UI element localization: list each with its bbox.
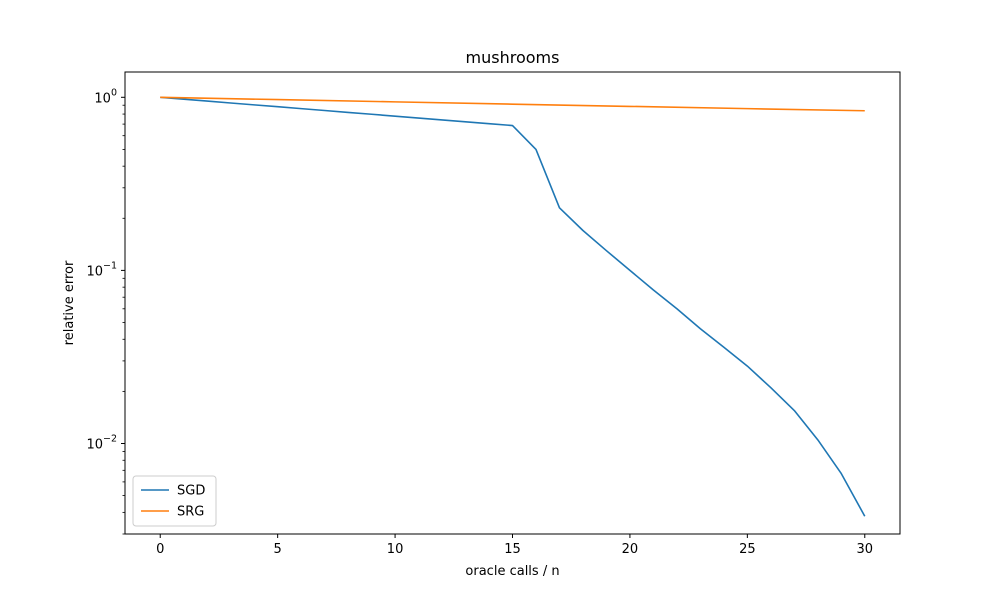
series-line-srg <box>160 96 865 112</box>
x-axis: 0 5 10 15 20 25 30 <box>156 534 873 557</box>
x-tick-label: 20 <box>622 542 639 557</box>
y-tick-label: 100 <box>94 87 117 106</box>
legend-box <box>132 475 217 527</box>
legend-label-srg: SRG <box>177 505 204 520</box>
y-tick-label: 10−1 <box>86 260 117 279</box>
y-tick-label: 10−2 <box>86 433 117 452</box>
x-tick-label: 15 <box>504 542 521 557</box>
x-tick-label: 25 <box>739 542 756 557</box>
x-axis-label: oracle calls / n <box>465 564 559 579</box>
legend: SGD SRG <box>132 475 217 527</box>
legend-label-sgd: SGD <box>177 484 205 499</box>
series-line-sgd <box>160 96 866 517</box>
x-tick-label: 30 <box>856 542 873 557</box>
y-axis: 100 10−1 10−2 <box>86 87 125 535</box>
y-axis-label: relative error <box>62 260 77 345</box>
x-tick-label: 10 <box>387 542 404 557</box>
x-tick-label: 5 <box>274 542 282 557</box>
chart-title: mushrooms <box>466 48 560 67</box>
x-tick-label: 0 <box>156 542 164 557</box>
